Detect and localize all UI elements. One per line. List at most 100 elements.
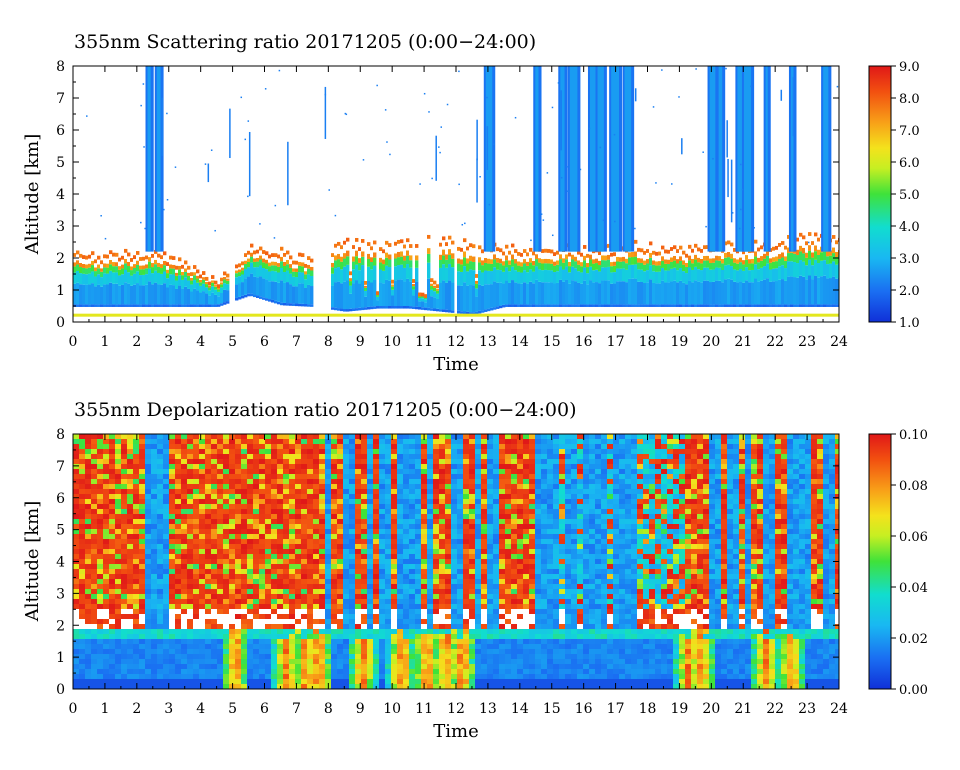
scattering-speck bbox=[740, 163, 742, 166]
scattering-cell bbox=[364, 280, 368, 285]
scattering-cell bbox=[511, 266, 515, 281]
scattering-cell bbox=[457, 310, 461, 314]
depolarization-cell bbox=[487, 484, 494, 490]
depolarization-cell bbox=[229, 499, 236, 505]
depolarization-cell bbox=[691, 499, 698, 505]
depolarization-cell bbox=[163, 434, 170, 440]
scattering-cell bbox=[790, 252, 794, 262]
scattering-cell bbox=[718, 256, 722, 261]
scattering-cell bbox=[610, 266, 614, 273]
depolarization-cell bbox=[79, 484, 86, 490]
depolarization-cell bbox=[643, 444, 650, 450]
scattering-cell bbox=[490, 271, 494, 285]
scattering-cell bbox=[214, 280, 218, 285]
depolarization-cell bbox=[205, 444, 212, 450]
scattering-cell bbox=[127, 272, 131, 284]
scattering-cell bbox=[343, 244, 347, 254]
scattering-cell bbox=[625, 282, 629, 305]
depolarization-cell bbox=[211, 479, 218, 485]
depolarization-cell bbox=[307, 519, 314, 525]
scattering-cell bbox=[583, 304, 587, 307]
depolarization-cell bbox=[505, 464, 512, 470]
depolarization-cell bbox=[253, 514, 260, 520]
depolarization-cell bbox=[769, 459, 776, 465]
depolarization-cell bbox=[163, 474, 170, 480]
depolarization-cell bbox=[487, 454, 494, 460]
depolarization-cell bbox=[511, 524, 518, 530]
depolarization-cell bbox=[301, 449, 308, 455]
scattering-cell bbox=[568, 256, 572, 262]
depolarization-cell bbox=[403, 509, 410, 515]
depolarization-cell bbox=[745, 544, 752, 550]
depolarization-cell bbox=[703, 504, 710, 510]
depolarization-cell bbox=[79, 504, 86, 510]
depolarization-cell bbox=[775, 514, 782, 520]
depolarization-cell bbox=[769, 489, 776, 495]
scattering-cell bbox=[211, 278, 215, 281]
depolarization-cell bbox=[721, 509, 728, 515]
depolarization-cell bbox=[823, 494, 830, 500]
scattering-cell bbox=[361, 265, 365, 281]
depolarization-cell bbox=[763, 464, 770, 470]
depolarization-cell bbox=[277, 454, 284, 460]
depolarization-cell bbox=[379, 544, 386, 550]
depolarization-cell bbox=[691, 474, 698, 480]
scattering-cell bbox=[292, 264, 296, 269]
scattering-cell bbox=[193, 280, 197, 289]
depolarization-cell bbox=[193, 544, 200, 550]
scattering-cloud-column-core bbox=[718, 66, 723, 252]
depolarization-cell bbox=[181, 499, 188, 505]
depolarization-cell bbox=[457, 469, 464, 475]
depolarization-cell bbox=[505, 459, 512, 465]
depolarization-cell bbox=[151, 474, 158, 480]
depolarization-cell bbox=[307, 534, 314, 540]
scattering-cell bbox=[487, 258, 491, 264]
depolarization-cell bbox=[139, 549, 146, 555]
depolarization-cell bbox=[121, 459, 128, 465]
scattering-cell bbox=[208, 285, 212, 288]
depolarization-cell bbox=[109, 454, 116, 460]
scattering-cell bbox=[349, 293, 353, 309]
depolarization-cell bbox=[139, 494, 146, 500]
depolarization-cell bbox=[529, 514, 536, 520]
depolarization-cell bbox=[409, 474, 416, 480]
depolarization-cell bbox=[139, 459, 146, 465]
depolarization-cell bbox=[553, 504, 560, 510]
scattering-cell bbox=[823, 275, 827, 305]
depolarization-cell bbox=[139, 449, 146, 455]
depolarization-cell bbox=[607, 499, 614, 505]
depolarization-cell bbox=[529, 499, 536, 505]
depolarization-cell bbox=[163, 449, 170, 455]
scattering-cell bbox=[688, 280, 692, 305]
depolarization-cell bbox=[487, 469, 494, 475]
scattering-cell bbox=[679, 280, 683, 305]
depolarization-cell bbox=[475, 484, 482, 490]
scattering-cell bbox=[391, 283, 395, 285]
depolarization-cell bbox=[385, 434, 392, 440]
depolarization-cell bbox=[277, 474, 284, 480]
depolarization-cell bbox=[169, 479, 176, 485]
scattering-cell bbox=[418, 301, 422, 307]
depolarization-cell bbox=[823, 484, 830, 490]
depolarization-cell bbox=[499, 484, 506, 490]
depolarization-cell bbox=[193, 494, 200, 500]
scattering-cell bbox=[190, 276, 194, 278]
depolarization-cell bbox=[487, 529, 494, 535]
scattering-cell bbox=[463, 257, 467, 267]
depolarization-cell bbox=[313, 494, 320, 500]
depolarization-cell bbox=[115, 444, 122, 450]
depolarization-cell bbox=[691, 544, 698, 550]
scattering-cell bbox=[568, 283, 572, 305]
scattering-cell bbox=[409, 247, 413, 256]
depolarization-cell bbox=[835, 489, 839, 495]
depolarization-cell bbox=[151, 509, 158, 515]
scattering-cell bbox=[448, 249, 452, 256]
depolarization-cell bbox=[691, 509, 698, 515]
depolarization-cell bbox=[175, 459, 182, 465]
scattering-cell bbox=[256, 253, 260, 258]
scattering-cell bbox=[799, 236, 803, 246]
scattering-cell bbox=[712, 269, 716, 282]
depolarization-cell bbox=[391, 464, 398, 470]
depolarization-cell bbox=[793, 479, 800, 485]
depolarization-cell bbox=[469, 494, 476, 500]
